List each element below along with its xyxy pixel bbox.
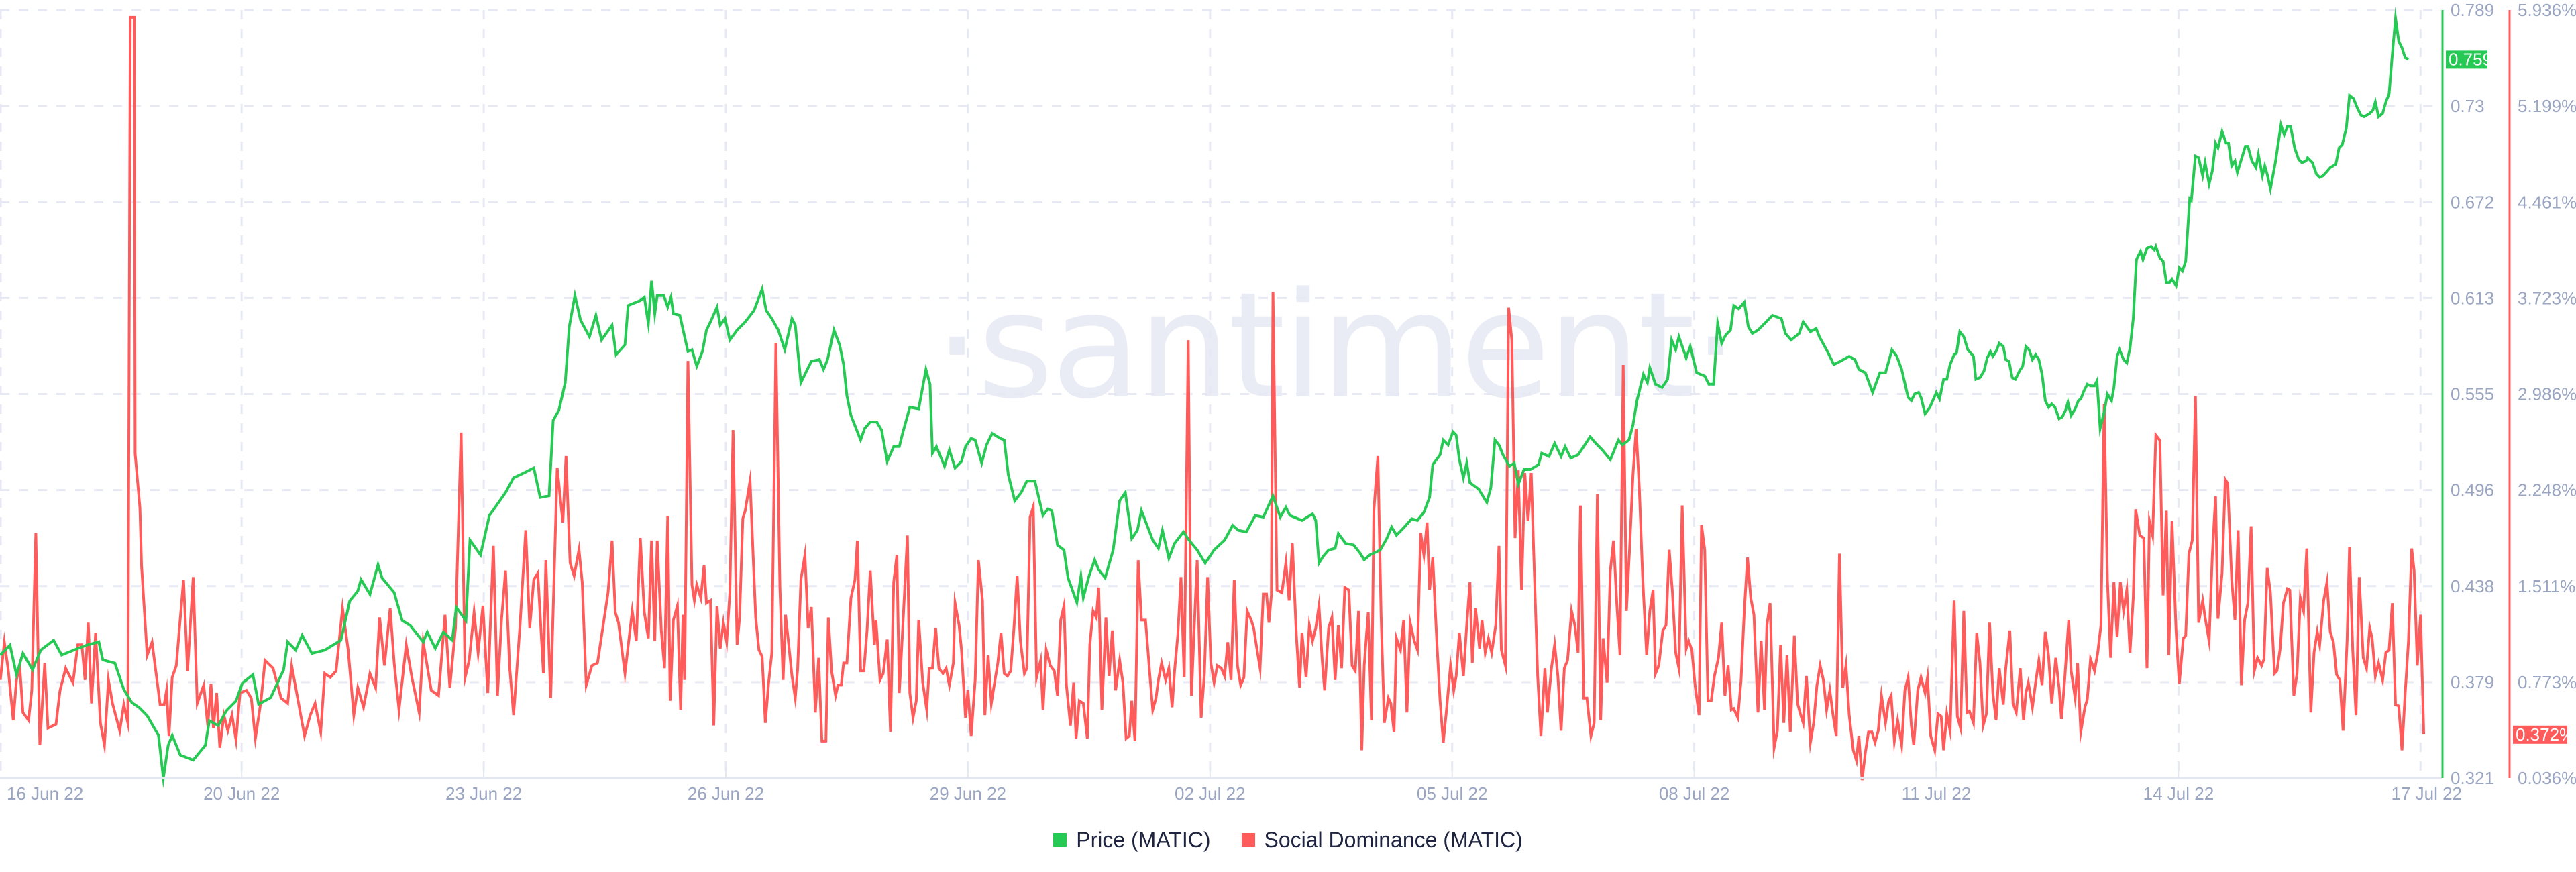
- x-axis: 16 Jun 22 20 Jun 22 23 Jun 22 26 Jun 22 29 J…: [0, 767, 2462, 804]
- price-tick-label: 0.613: [2451, 288, 2494, 308]
- price-tick-label: 0.73: [2451, 96, 2485, 116]
- x-tick-label: 08 Jul 22: [1659, 783, 1730, 804]
- price-tick-label: 0.321: [2451, 768, 2494, 788]
- price-latest-badge: [2446, 50, 2487, 69]
- series-layer: [0, 6, 2426, 789]
- x-tick-label: 29 Jun 22: [930, 783, 1006, 804]
- legend: Price (MATIC) Social Dominance (MATIC): [0, 826, 2576, 853]
- price-tick-label: 0.555: [2451, 384, 2494, 404]
- social-dominance-tick-label: 2.986%: [2518, 384, 2576, 404]
- y-axis-social-dominance: 5.936% 5.199% 4.461% 3.723% 2.986% 2.248% 1.51…: [2508, 0, 2576, 788]
- price-latest-value: 0.759: [2449, 49, 2492, 69]
- price-tick-label: 0.379: [2451, 672, 2494, 692]
- x-tick-label: 23 Jun 22: [445, 783, 522, 804]
- social-dominance-tick-label: 0.036%: [2518, 768, 2576, 788]
- social-dominance-tick-label: 1.511%: [2518, 576, 2575, 596]
- social-dominance-tick-label: 0.773%: [2518, 672, 2576, 692]
- price-tick-label: 0.438: [2451, 576, 2494, 596]
- social-dominance-tick-label: 4.461%: [2518, 192, 2576, 212]
- social-dominance-latest-badge: [2513, 725, 2567, 744]
- price-tick-label: 0.672: [2451, 192, 2494, 212]
- x-tick-label: 05 Jul 22: [1417, 783, 1488, 804]
- social-dominance-swatch-icon: [1241, 833, 1255, 847]
- social-dominance-tick-label: 5.936%: [2518, 0, 2576, 20]
- x-tick-label: 26 Jun 22: [688, 783, 764, 804]
- x-tick-label: 11 Jul 22: [1902, 783, 1972, 804]
- price-line[interactable]: [0, 6, 2410, 789]
- legend-label-social-dominance: Social Dominance (MATIC): [1264, 827, 1523, 852]
- legend-item-price[interactable]: Price (MATIC): [1053, 827, 1211, 853]
- gridlines: [0, 9, 2442, 778]
- price-swatch-icon: [1053, 833, 1067, 847]
- x-tick-label: 02 Jul 22: [1175, 783, 1246, 804]
- social-dominance-tick-label: 5.199%: [2518, 96, 2576, 116]
- x-tick-label: 16 Jun 22: [7, 783, 83, 804]
- social-dominance-line[interactable]: [0, 15, 2426, 781]
- price-tick-label: 0.496: [2451, 480, 2494, 500]
- x-tick-label: 20 Jun 22: [203, 783, 280, 804]
- legend-label-price: Price (MATIC): [1076, 827, 1211, 852]
- social-dominance-tick-label: 3.723%: [2518, 288, 2576, 308]
- social-dominance-tick-label: 2.248%: [2518, 480, 2576, 500]
- x-tick-label: 14 Jul 22: [2143, 783, 2214, 804]
- social-dominance-latest-value: 0.372%: [2516, 724, 2575, 745]
- x-tick-label: 17 Jul 22: [2391, 783, 2462, 804]
- y-axis-price: 0.789 0.73 0.672 0.613 0.555 0.496 0.438 0.379 0…: [2441, 0, 2494, 788]
- legend-item-social-dominance[interactable]: Social Dominance (MATIC): [1241, 827, 1523, 853]
- price-tick-label: 0.789: [2451, 0, 2494, 20]
